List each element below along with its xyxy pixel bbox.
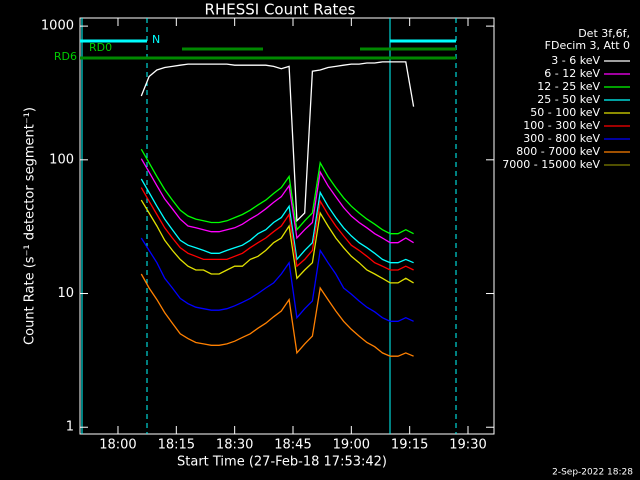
x-tick-label: 19:00 — [333, 438, 370, 453]
legend-label: 50 - 100 keV — [530, 106, 600, 119]
state-label: RD0 — [89, 41, 112, 54]
y-tick-label: 1000 — [41, 19, 74, 34]
y-axis-label: Count Rate (s⁻¹ detector segment⁻¹) — [23, 107, 38, 345]
series-line — [140, 237, 414, 322]
x-tick-label: 18:30 — [216, 438, 253, 453]
y-tick-label: 100 — [49, 152, 74, 167]
series-line — [140, 273, 414, 357]
legend-label: 3 - 6 keV — [551, 54, 600, 67]
series-line — [140, 199, 414, 284]
series-line — [140, 148, 414, 235]
plot-frame — [79, 17, 495, 435]
legend-label: 25 - 50 keV — [537, 93, 600, 106]
series-line — [140, 61, 415, 223]
x-tick-label: 19:15 — [391, 438, 428, 453]
legend-label: 12 - 25 keV — [537, 80, 600, 93]
state-label: N — [152, 33, 160, 46]
legend-label: 6 - 12 keV — [544, 67, 600, 80]
timestamp: 2-Sep-2022 18:28 — [552, 468, 633, 478]
legend-label: 7000 - 15000 keV — [502, 158, 600, 171]
legend-label: 800 - 7000 keV — [516, 145, 600, 158]
x-tick-label: 18:45 — [274, 438, 311, 453]
state-bars: N RD0 RD6 — [54, 18, 457, 434]
x-axis-label: Start Time (27-Feb-18 17:53:42) — [177, 455, 387, 470]
legend-title: Det 3f,6f, — [578, 27, 630, 40]
state-label: RD6 — [54, 50, 77, 63]
series-line — [140, 187, 414, 271]
legend-title: FDecim 3, Att 0 — [545, 39, 630, 52]
chart-title: RHESSI Count Rates — [205, 1, 356, 19]
y-tick-label: 1 — [66, 420, 74, 435]
x-tick-label: 19:30 — [449, 438, 486, 453]
series-line — [140, 178, 414, 264]
legend-label: 300 - 800 keV — [523, 132, 600, 145]
series-line — [140, 158, 414, 244]
x-tick-label: 18:00 — [99, 438, 136, 453]
y-tick-label: 10 — [57, 286, 74, 301]
legend-label: 100 - 300 keV — [523, 119, 600, 132]
x-tick-label: 18:15 — [158, 438, 195, 453]
